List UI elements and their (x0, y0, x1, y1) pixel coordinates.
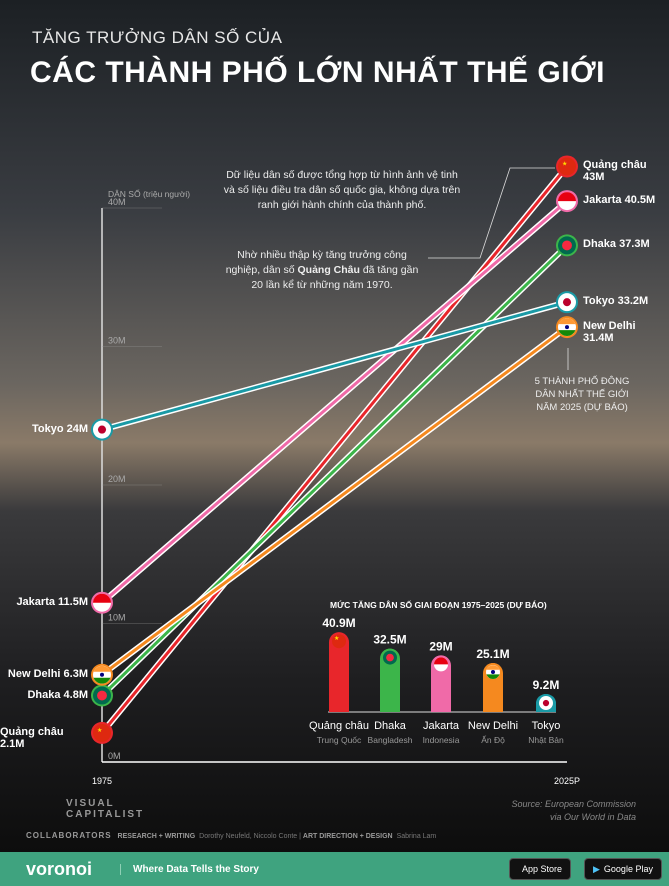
end-label: Dhaka 37.3M (583, 238, 650, 251)
note-bold: Quảng Châu (297, 264, 360, 276)
flag-disc (97, 690, 107, 701)
flag-red-half (558, 192, 576, 202)
logo-text: VISUAL (66, 798, 115, 809)
bar-base (329, 702, 349, 712)
app-store-button[interactable]: App Store (509, 858, 572, 880)
research-names: Dorothy Neufeld, Niccolo Conte (199, 833, 298, 840)
bar-country-label: Ấn Độ (481, 735, 505, 745)
flag-green (558, 330, 576, 337)
flag-green (486, 674, 500, 679)
guangzhou-note: Nhờ nhiều thập kỳ tăng trưởng công nghiệ… (222, 248, 422, 293)
flag-disc (386, 653, 394, 662)
y-tick-label: 20M (108, 474, 126, 484)
page-title: CÁC THÀNH PHỐ LỚN NHẤT THẾ GIỚI (30, 56, 605, 89)
note-text: đã tăng gần 20 lần kể từ những năm 1970. (251, 264, 419, 291)
play-icon: ▶ (593, 863, 600, 874)
visual-capitalist-logo: VISUAL CAPITALIST (26, 798, 144, 820)
flag-star: ★ (562, 160, 567, 167)
series-line-japan (101, 300, 568, 432)
research-label: RESEARCH + WRITING (117, 833, 196, 840)
start-label: Jakarta 11.5M (16, 595, 88, 608)
bar-category-label: Quảng châu (309, 720, 369, 732)
google-play-label: Google Play (603, 864, 653, 874)
google-play-button[interactable]: ▶ Google Play (584, 858, 662, 880)
end-label: Quảng châu 43M (583, 159, 647, 184)
start-label: Quảng châu 2.1M (0, 725, 64, 750)
china-flag-icon (558, 157, 576, 176)
flag-disc (97, 425, 107, 434)
end-label: New Delhi 31.4M (583, 320, 636, 345)
bar-value-label: 25.1M (476, 647, 509, 661)
flag-red-half (93, 593, 111, 603)
source: Source: European Commission via Our World… (511, 798, 636, 824)
bar-value-label: 40.9M (322, 616, 355, 630)
flag-saffron (93, 665, 111, 672)
china-flag-icon (93, 723, 111, 742)
design-label: ART DIRECTION + DESIGN (302, 833, 393, 840)
series-line-indonesia (101, 199, 568, 604)
bar-base (431, 702, 451, 712)
flag-green (93, 677, 111, 684)
bar-category-label: New Delhi (468, 720, 518, 732)
collaborators: COLLABORATORS RESEARCH + WRITING Dorothy … (26, 831, 437, 840)
data-note: Dữ liệu dân số được tổng hợp từ hình ảnh… (223, 169, 461, 211)
logo-text: CAPITALIST (66, 809, 145, 820)
series-line-india (101, 325, 568, 676)
top5-note: 5 THÀNH PHỐ ĐÔNG DÂN NHẤT THẾ GIỚI NĂM 2… (534, 376, 630, 413)
bar-value-label: 9.2M (533, 678, 560, 692)
y-axis-label: DÂN SỐ (triệu người) (108, 189, 191, 199)
flag-saffron (558, 318, 576, 325)
bar-country-label: Indonesia (423, 735, 460, 745)
bar-category-label: Dhaka (374, 720, 407, 732)
line-chart: 0M 10M 20M 30M 40M 1975 2025P ★ ★ MỨC TĂNG DÂN SỐ… (91, 155, 580, 786)
end-label: Tokyo 33.2M (583, 295, 649, 308)
bar-base (380, 702, 400, 712)
flag-red-half (434, 657, 448, 665)
end-label: Jakarta 40.5M (583, 194, 656, 207)
x-tick-label: 2025P (554, 776, 580, 786)
flag-disc (562, 240, 572, 251)
note-text: Nhờ nhiều thập kỳ tăng trưởng công nghiệ… (225, 249, 407, 276)
bar-value-label: 32.5M (373, 633, 406, 647)
start-label: Tokyo 24M (31, 422, 88, 435)
bar-chart-title: MỨC TĂNG DÂN SỐ GIAI ĐOẠN 1975–2025 (DỰ … (330, 599, 547, 610)
x-tick-label: 1975 (92, 776, 112, 786)
bar-country-label: Trung Quốc (317, 735, 362, 745)
china-flag-icon (332, 634, 346, 649)
y-tick-label: 30M (108, 336, 126, 346)
y-tick-label: 10M (108, 613, 126, 623)
flag-chakra (565, 325, 569, 330)
series-line-china (100, 165, 569, 734)
flag-star: ★ (334, 635, 339, 642)
bar-category-label: Tokyo (532, 720, 561, 732)
flag-saffron (486, 665, 500, 670)
flag-chakra (100, 672, 104, 677)
bar-category-label: Jakarta (423, 720, 460, 732)
flag-disc (542, 699, 550, 707)
tagline: Where Data Tells the Story (120, 863, 259, 875)
y-tick-label: 0M (108, 751, 121, 761)
bar-country-label: Nhật Bản (528, 735, 564, 745)
subtitle: TĂNG TRƯỞNG DÂN SỐ CỦA (32, 28, 283, 47)
flag-star: ★ (97, 727, 102, 734)
flag-disc (562, 298, 572, 307)
annotation-line (428, 167, 555, 259)
bar-base (483, 702, 503, 712)
source-line: via Our World in Data (549, 812, 636, 822)
start-label: New Delhi 6.3M (7, 667, 88, 680)
source-line: Source: European Commission (511, 799, 636, 809)
bar-country-label: Bangladesh (368, 735, 413, 745)
start-label: Dhaka 4.8M (27, 688, 88, 701)
voronoi-logo[interactable]: voronoi (26, 858, 92, 879)
app-store-label: App Store (522, 864, 563, 874)
bar-value-label: 29M (429, 639, 452, 653)
flag-chakra (491, 670, 495, 675)
design-name: Sabrina Lam (396, 833, 437, 840)
bar (329, 632, 349, 712)
y-tick-label: 40M (108, 197, 126, 207)
collab-label: COLLABORATORS (26, 831, 112, 840)
